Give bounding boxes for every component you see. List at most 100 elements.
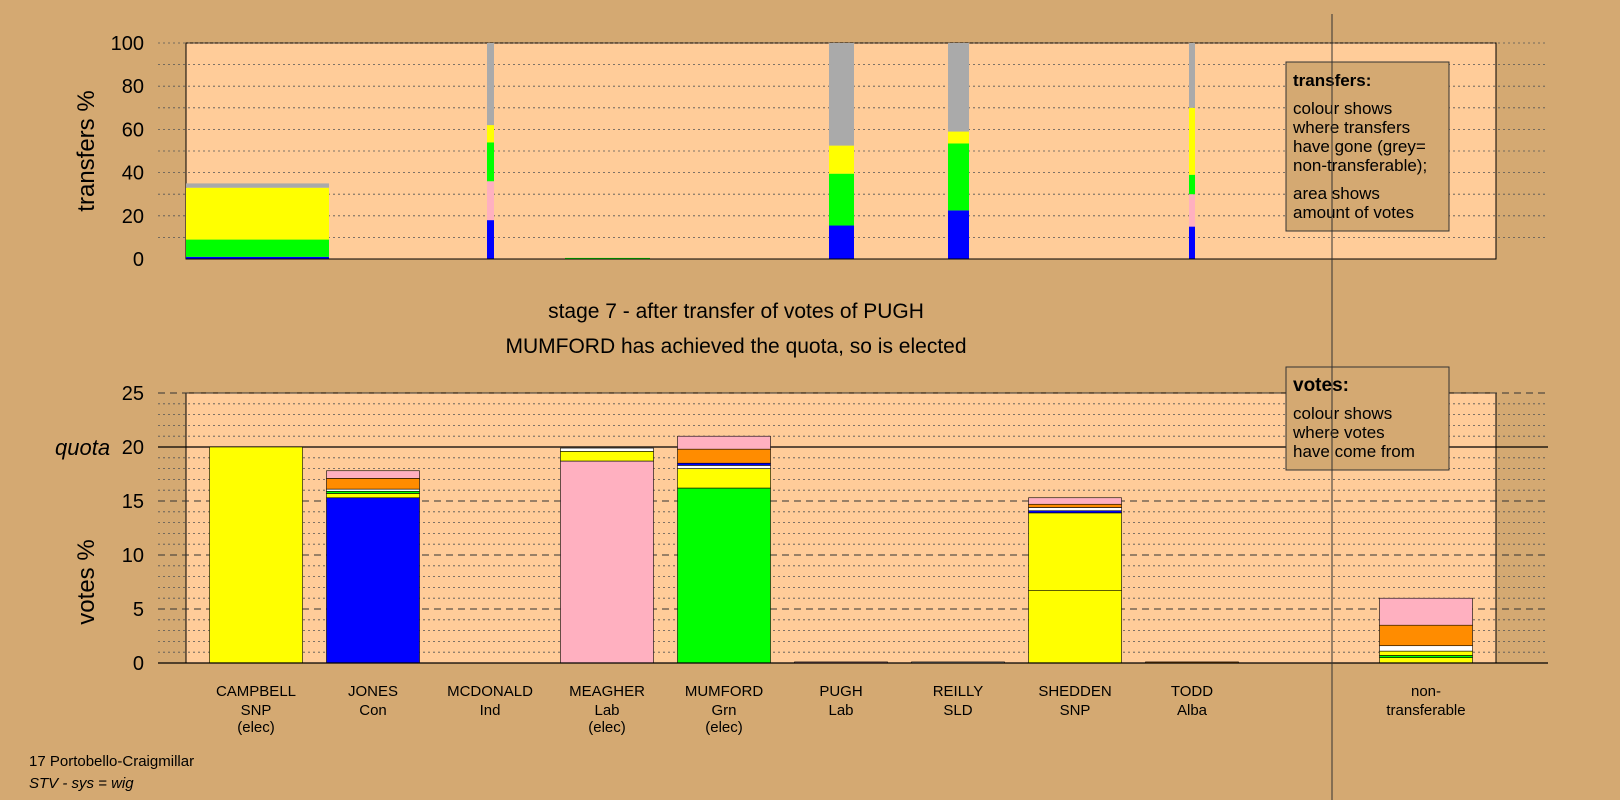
- candidate-party: SNP: [1060, 702, 1091, 719]
- election-status-caption: MUMFORD has achieved the quota, so is el…: [505, 335, 966, 358]
- transfers-legend-line: have gone (grey=: [1293, 137, 1426, 156]
- candidate-name: PUGH: [819, 683, 862, 700]
- votes-y-tick-label: 20: [122, 437, 144, 459]
- vote-segment-snp: [1028, 512, 1122, 591]
- nontransferable-label: non-: [1411, 683, 1441, 700]
- vote-bar-mumford: [677, 435, 771, 664]
- stage-caption: stage 7 - after transfer of votes of PUG…: [548, 300, 924, 323]
- vote-segment-snp: [209, 446, 303, 664]
- vote-segment-sld: [1379, 645, 1473, 652]
- transfers-legend-line: area shows: [1293, 184, 1380, 203]
- transfer-segment-grn: [1189, 174, 1195, 195]
- candidate-label-campbell: CAMPBELL SNP(elec): [216, 683, 296, 736]
- transfers-y-tick-label: 40: [122, 163, 144, 185]
- transfer-segment-con: [186, 256, 329, 259]
- transfer-segment-nontransferable: [829, 43, 854, 146]
- candidate-status: (elec): [588, 719, 626, 736]
- vote-segment-alba: [1379, 624, 1473, 647]
- vote-segment-snp: [326, 493, 420, 499]
- transfer-segment-grn: [487, 142, 494, 182]
- transfer-segment-grn: [829, 173, 854, 226]
- transfer-segment-nontransferable: [1189, 43, 1195, 108]
- candidate-label-todd: TODD Alba: [1171, 683, 1213, 719]
- vote-segment-grn: [677, 487, 771, 664]
- candidate-name: SHEDDEN: [1038, 683, 1111, 700]
- quota-label: quota: [55, 435, 110, 460]
- candidate-label-pugh: PUGH Lab: [819, 683, 862, 719]
- transfer-segment-lab: [487, 181, 494, 221]
- vote-bar-campbell: [209, 446, 303, 664]
- vote-bar-nontransferable: [1379, 597, 1473, 664]
- transfer-column-campbell: [186, 183, 329, 259]
- transfer-segment-grn: [186, 239, 329, 257]
- vote-segment-grn: [1379, 655, 1473, 658]
- vote-segment-sld: [326, 488, 420, 492]
- candidate-label-meagher: MEAGHER Lab(elec): [569, 683, 645, 736]
- transfer-column-mumford: [829, 43, 854, 259]
- candidate-party: Con: [359, 702, 387, 719]
- vote-segment-alba: [677, 448, 771, 464]
- vote-segment-sld: [677, 465, 771, 469]
- vote-segment-lab: [1028, 497, 1122, 505]
- transfer-segment-snp: [1189, 107, 1195, 175]
- transfers-y-tick-label: 80: [122, 76, 144, 98]
- votes-legend-box: [1285, 366, 1450, 471]
- vote-bar-shedden: [1028, 497, 1122, 664]
- transfer-segment-con: [1189, 226, 1195, 259]
- candidate-party: SLD: [943, 702, 972, 719]
- transfer-column-pugh: [948, 43, 969, 259]
- votes-y-tick-label: 0: [133, 653, 144, 675]
- transfers-y-tick-label: 20: [122, 206, 144, 228]
- candidate-status: (elec): [237, 719, 275, 736]
- transfer-segment-lab: [1189, 194, 1195, 227]
- transfer-segment-grn: [565, 257, 650, 259]
- candidate-label-shedden: SHEDDEN SNP: [1038, 683, 1111, 719]
- vote-segment-snp: [560, 451, 654, 462]
- votes-legend-line: have come from: [1293, 442, 1415, 461]
- vote-segment-alba: [326, 478, 420, 490]
- vote-segment-lab: [560, 460, 654, 664]
- transfers-y-axis-label: transfers %: [73, 90, 100, 211]
- vote-segment-snp: [1028, 590, 1122, 664]
- candidate-party: Alba: [1177, 702, 1208, 719]
- candidate-label-mumford: MUMFORD Grn(elec): [685, 683, 763, 736]
- transfers-y-tick-label: 0: [133, 249, 144, 271]
- vote-segment-alba: [1028, 503, 1122, 508]
- votes-y-tick-label: 25: [122, 383, 144, 405]
- candidate-name: MCDONALD: [447, 683, 533, 700]
- transfer-segment-nontransferable: [948, 43, 969, 132]
- votes-legend-line: colour shows: [1293, 404, 1392, 423]
- vote-segment-lab: [326, 470, 420, 479]
- transfer-segment-snp: [186, 187, 329, 240]
- vote-segment-lab: [1379, 597, 1473, 626]
- candidate-name: MUMFORD: [685, 683, 763, 700]
- transfer-segment-nontransferable: [186, 183, 329, 188]
- candidate-party: SNP: [241, 702, 272, 719]
- candidate-name: CAMPBELL: [216, 683, 296, 700]
- vote-segment-con: [677, 462, 771, 466]
- transfers-legend-line: amount of votes: [1293, 203, 1414, 222]
- transfer-segment-snp: [829, 145, 854, 174]
- candidate-status: (elec): [705, 719, 743, 736]
- candidate-name: JONES: [348, 683, 398, 700]
- transfer-column-todd: [1189, 43, 1195, 259]
- transfer-segment-grn: [948, 143, 969, 211]
- transfer-segment-con: [948, 210, 969, 259]
- candidate-label-reilly: REILLY SLD: [933, 683, 984, 719]
- candidate-party: Lab: [828, 702, 853, 719]
- votes-y-tick-label: 5: [133, 599, 144, 621]
- transfers-legend-line: colour shows: [1293, 99, 1392, 118]
- candidate-name: REILLY: [933, 683, 984, 700]
- candidate-label-jones: JONES Con: [348, 683, 398, 719]
- votes-y-tick-label: 15: [122, 491, 144, 513]
- transfer-segment-snp: [948, 131, 969, 144]
- vote-segment-lab: [677, 435, 771, 450]
- candidate-party: Lab: [594, 702, 619, 719]
- transfers-y-tick-label: 100: [111, 33, 144, 55]
- vote-segment-con: [326, 497, 420, 664]
- ward-name: 17 Portobello-Craigmillar: [29, 753, 194, 770]
- vote-segment-sld: [1028, 507, 1122, 512]
- vote-segment-con: [1028, 510, 1122, 514]
